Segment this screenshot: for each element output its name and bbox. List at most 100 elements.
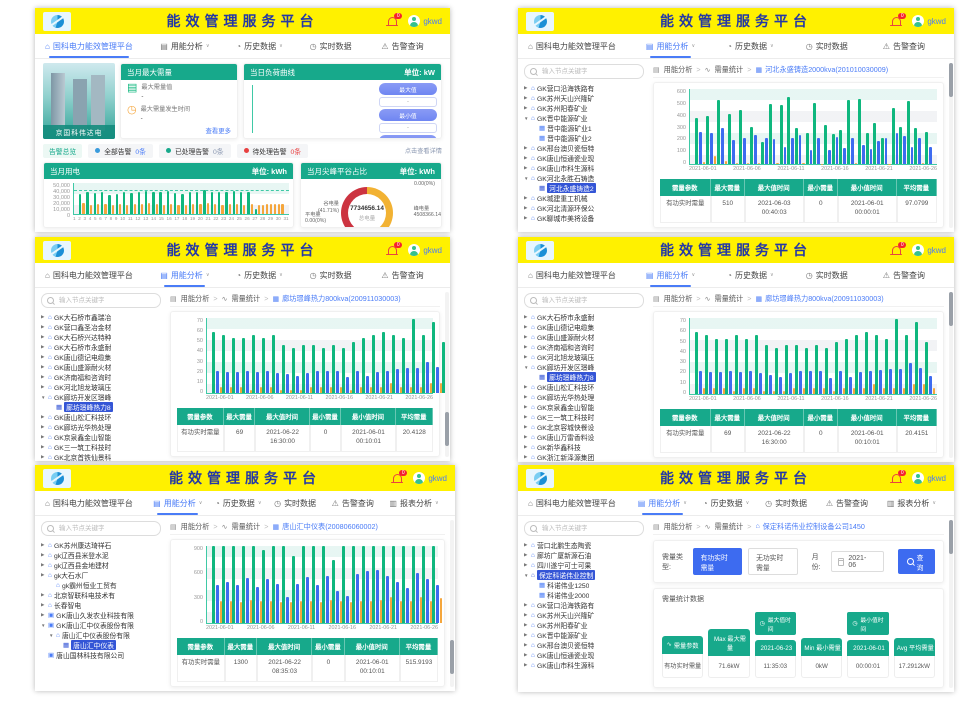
breadcrumb-node[interactable]: ▦ 廊坊璟峰热力800kva(200911030003) [755,293,884,303]
tree-expand-icon[interactable]: ▶ [524,622,528,627]
nav-tab[interactable]: ▤ 用能分析 ∨ [638,491,687,515]
tree-node[interactable]: ▶ ⌂ GK唐山市科生源科 [524,163,644,174]
nav-tab[interactable]: ◷ 实时数据 [805,41,848,51]
tree-expand-icon[interactable]: ▶ [41,334,45,339]
tree-node[interactable]: ▼ ⌂ 保定科诺伟业控制 [524,570,644,580]
nav-tab[interactable]: ⚠ 告警查询 [331,498,374,508]
scrollbar[interactable] [949,63,953,228]
search-input[interactable] [57,296,141,305]
breadcrumb-node[interactable]: ⌂ 保定科诺伟业控制设备公司1450 [755,521,865,531]
tree-expand-icon[interactable]: ▶ [524,552,528,557]
tree-expand-icon[interactable]: ▶ [41,434,45,439]
tree-expand-icon[interactable]: ▶ [524,662,528,667]
notification-bell-icon[interactable]: 0 [890,12,907,27]
nav-tab[interactable]: ⚠ 告警查询 [381,270,424,280]
tree-node[interactable]: ▼ ▣ GK唐山汇中仪表股份有限 [41,620,161,630]
nav-tab[interactable]: ▤ 用能分析 ∨ [153,491,202,515]
reactive-demand-toggle[interactable]: 无功实时需量 [748,548,798,575]
tree-node[interactable]: ▦ 科诺伟业2000 [524,590,644,600]
tree-node[interactable]: ▶ ⌂ GK苏州阳春矿业 [524,620,644,631]
tree-expand-icon[interactable]: ▶ [524,324,528,329]
tree-expand-icon[interactable]: ▶ [41,602,45,607]
tree-node[interactable]: ▶ ⌂ 营口北鹏生态陶瓷 [524,540,644,551]
tree-node[interactable]: ▣ 唐山国林科技有限公司 [41,650,161,660]
active-demand-toggle[interactable]: 有功实时需量 [692,548,743,575]
tree-node[interactable]: ▶ ⌂ gk辽西县米登水泥 [41,550,161,561]
tree-expand-icon[interactable]: ▶ [524,424,528,429]
tree-expand-icon[interactable]: ▶ [41,444,45,449]
scrollbar[interactable] [949,520,953,688]
user-menu[interactable]: gkwd [912,244,946,256]
tree-node[interactable]: ▦ 廊坊璟峰热力8 [41,402,161,412]
nav-tab[interactable]: ▥ 报表分析 ∨ [886,498,937,508]
tree-expand-icon[interactable]: ▶ [524,354,528,359]
tree-node[interactable]: ▶ ⌂ GK唐山盛源耐火材 [41,362,161,373]
tree-node[interactable]: ▶ ⌂ GK城建重工机械 [524,193,644,204]
tree-expand-icon[interactable]: ▶ [524,642,528,647]
nav-tab[interactable]: ▤ 用能分析 ∨ [646,263,695,287]
nav-home[interactable]: ⌂ 国科电力能效管理平台 [45,34,133,58]
tree-node[interactable]: ▼ ⌂ GK晋中能源矿业 [524,113,644,124]
tree-expand-icon[interactable]: ▶ [524,542,528,547]
nav-tab[interactable]: ◔ 历史数据 ∨ [727,41,774,51]
tree-expand-icon[interactable]: ▶ [41,562,45,567]
query-button[interactable]: 查询 [897,549,935,574]
tree-expand-icon[interactable]: ▼ [524,572,529,578]
max-value-button[interactable]: 最大值 [379,83,437,95]
tree-expand-icon[interactable]: ▶ [41,354,45,359]
tree-node[interactable]: ▶ ⌂ 廊坊广厦新源石油 [524,550,644,561]
tree-node[interactable]: ▶ ⌂ GK邢台澳贝瓷恒特 [524,640,644,651]
nav-tab[interactable]: ◷ 实时数据 [309,41,352,51]
see-more-link[interactable]: 查看更多 [205,128,231,135]
tree-expand-icon[interactable]: ▶ [524,384,528,389]
tree-expand-icon[interactable]: ▼ [41,622,46,628]
min-value-button[interactable]: 最小值 [379,109,437,121]
scrollbar[interactable] [445,292,449,457]
tree-node[interactable]: ▶ ⌂ GK三一筑工科技时 [41,442,161,453]
user-menu[interactable]: gkwd [912,15,946,27]
tree-node[interactable]: ▼ ⌂ GK廊坊开发区璟峰 [41,392,161,403]
scrollbar[interactable] [949,292,953,458]
tree-node[interactable]: ▶ ⌂ GK唐山盛源耐火材 [524,332,644,343]
node-search[interactable] [41,521,161,536]
nav-tab[interactable]: ◔ 历史数据 ∨ [236,270,283,280]
tree-node[interactable]: ▶ ⌂ 四川遂宁可士可果 [524,560,644,571]
breadcrumb-node[interactable]: ▦ 唐山汇中仪表(200806060002) [272,521,378,531]
tree-expand-icon[interactable]: ▶ [524,652,528,657]
tree-expand-icon[interactable]: ▶ [41,612,45,617]
tree-node[interactable]: ▶ ▣ GK唐山久发农业科技有限 [41,610,161,620]
avg-value-button[interactable]: 平均值 [379,135,437,138]
search-input[interactable] [540,524,624,533]
tree-expand-icon[interactable]: ▶ [524,434,528,439]
nav-tab[interactable]: ⚠ 告警查询 [882,270,925,280]
tree-expand-icon[interactable]: ▶ [524,105,528,110]
tree-node[interactable]: ▼ ⌂ 唐山汇中仪表股份有限 [41,630,161,641]
tree-node[interactable]: ▶ ⌂ GK唐山松汇科技环 [524,382,644,393]
tree-node[interactable]: ▶ ⌂ GK三一筑工科技时 [524,412,644,423]
tree-node[interactable]: ▶ ⌂ GK营口沿海铁路有 [524,83,644,94]
search-input[interactable] [540,296,624,305]
tree-expand-icon[interactable]: ▶ [524,195,528,200]
tree-expand-icon[interactable]: ▶ [524,95,528,100]
user-menu[interactable]: gkwd [912,472,946,484]
tree-node[interactable]: ▶ ⌂ GK京泉鑫金山智能 [41,432,161,443]
tree-expand-icon[interactable]: ▶ [524,632,528,637]
nav-home[interactable]: ⌂ 国科电力能效管理平台 [528,270,616,280]
nav-tab[interactable]: ▤ 用能分析 ∨ [160,41,210,51]
tree-node[interactable]: ▶ ⌂ 北京智联科电技术有 [41,590,161,601]
tree-node[interactable]: ▶ ⌂ GK浙江新泽源集团 [524,452,644,463]
tree-expand-icon[interactable]: ▶ [524,165,528,170]
tree-expand-icon[interactable]: ▶ [524,562,528,567]
nav-tab[interactable]: ▥ 报表分析 ∨ [389,498,439,508]
nav-tab[interactable]: ◔ 历史数据 ∨ [214,498,262,508]
nav-tab[interactable]: ◔ 历史数据 ∨ [702,498,750,508]
tree-expand-icon[interactable]: ▶ [524,215,528,220]
tree-expand-icon[interactable]: ▶ [41,572,45,577]
node-search[interactable] [41,293,161,308]
tree-node[interactable]: ▦ 唐山汇中仪表 [41,640,161,650]
tree-node[interactable]: ▶ ⌂ GK北京容城快餐设 [524,422,644,433]
tree-node[interactable]: ▶ ⌂ GK晋中能源矿业 [524,630,644,641]
nav-tab[interactable]: ⚠ 告警查询 [882,41,925,51]
tree-expand-icon[interactable]: ▶ [524,612,528,617]
nav-tab[interactable]: ◷ 实时数据 [805,270,848,280]
